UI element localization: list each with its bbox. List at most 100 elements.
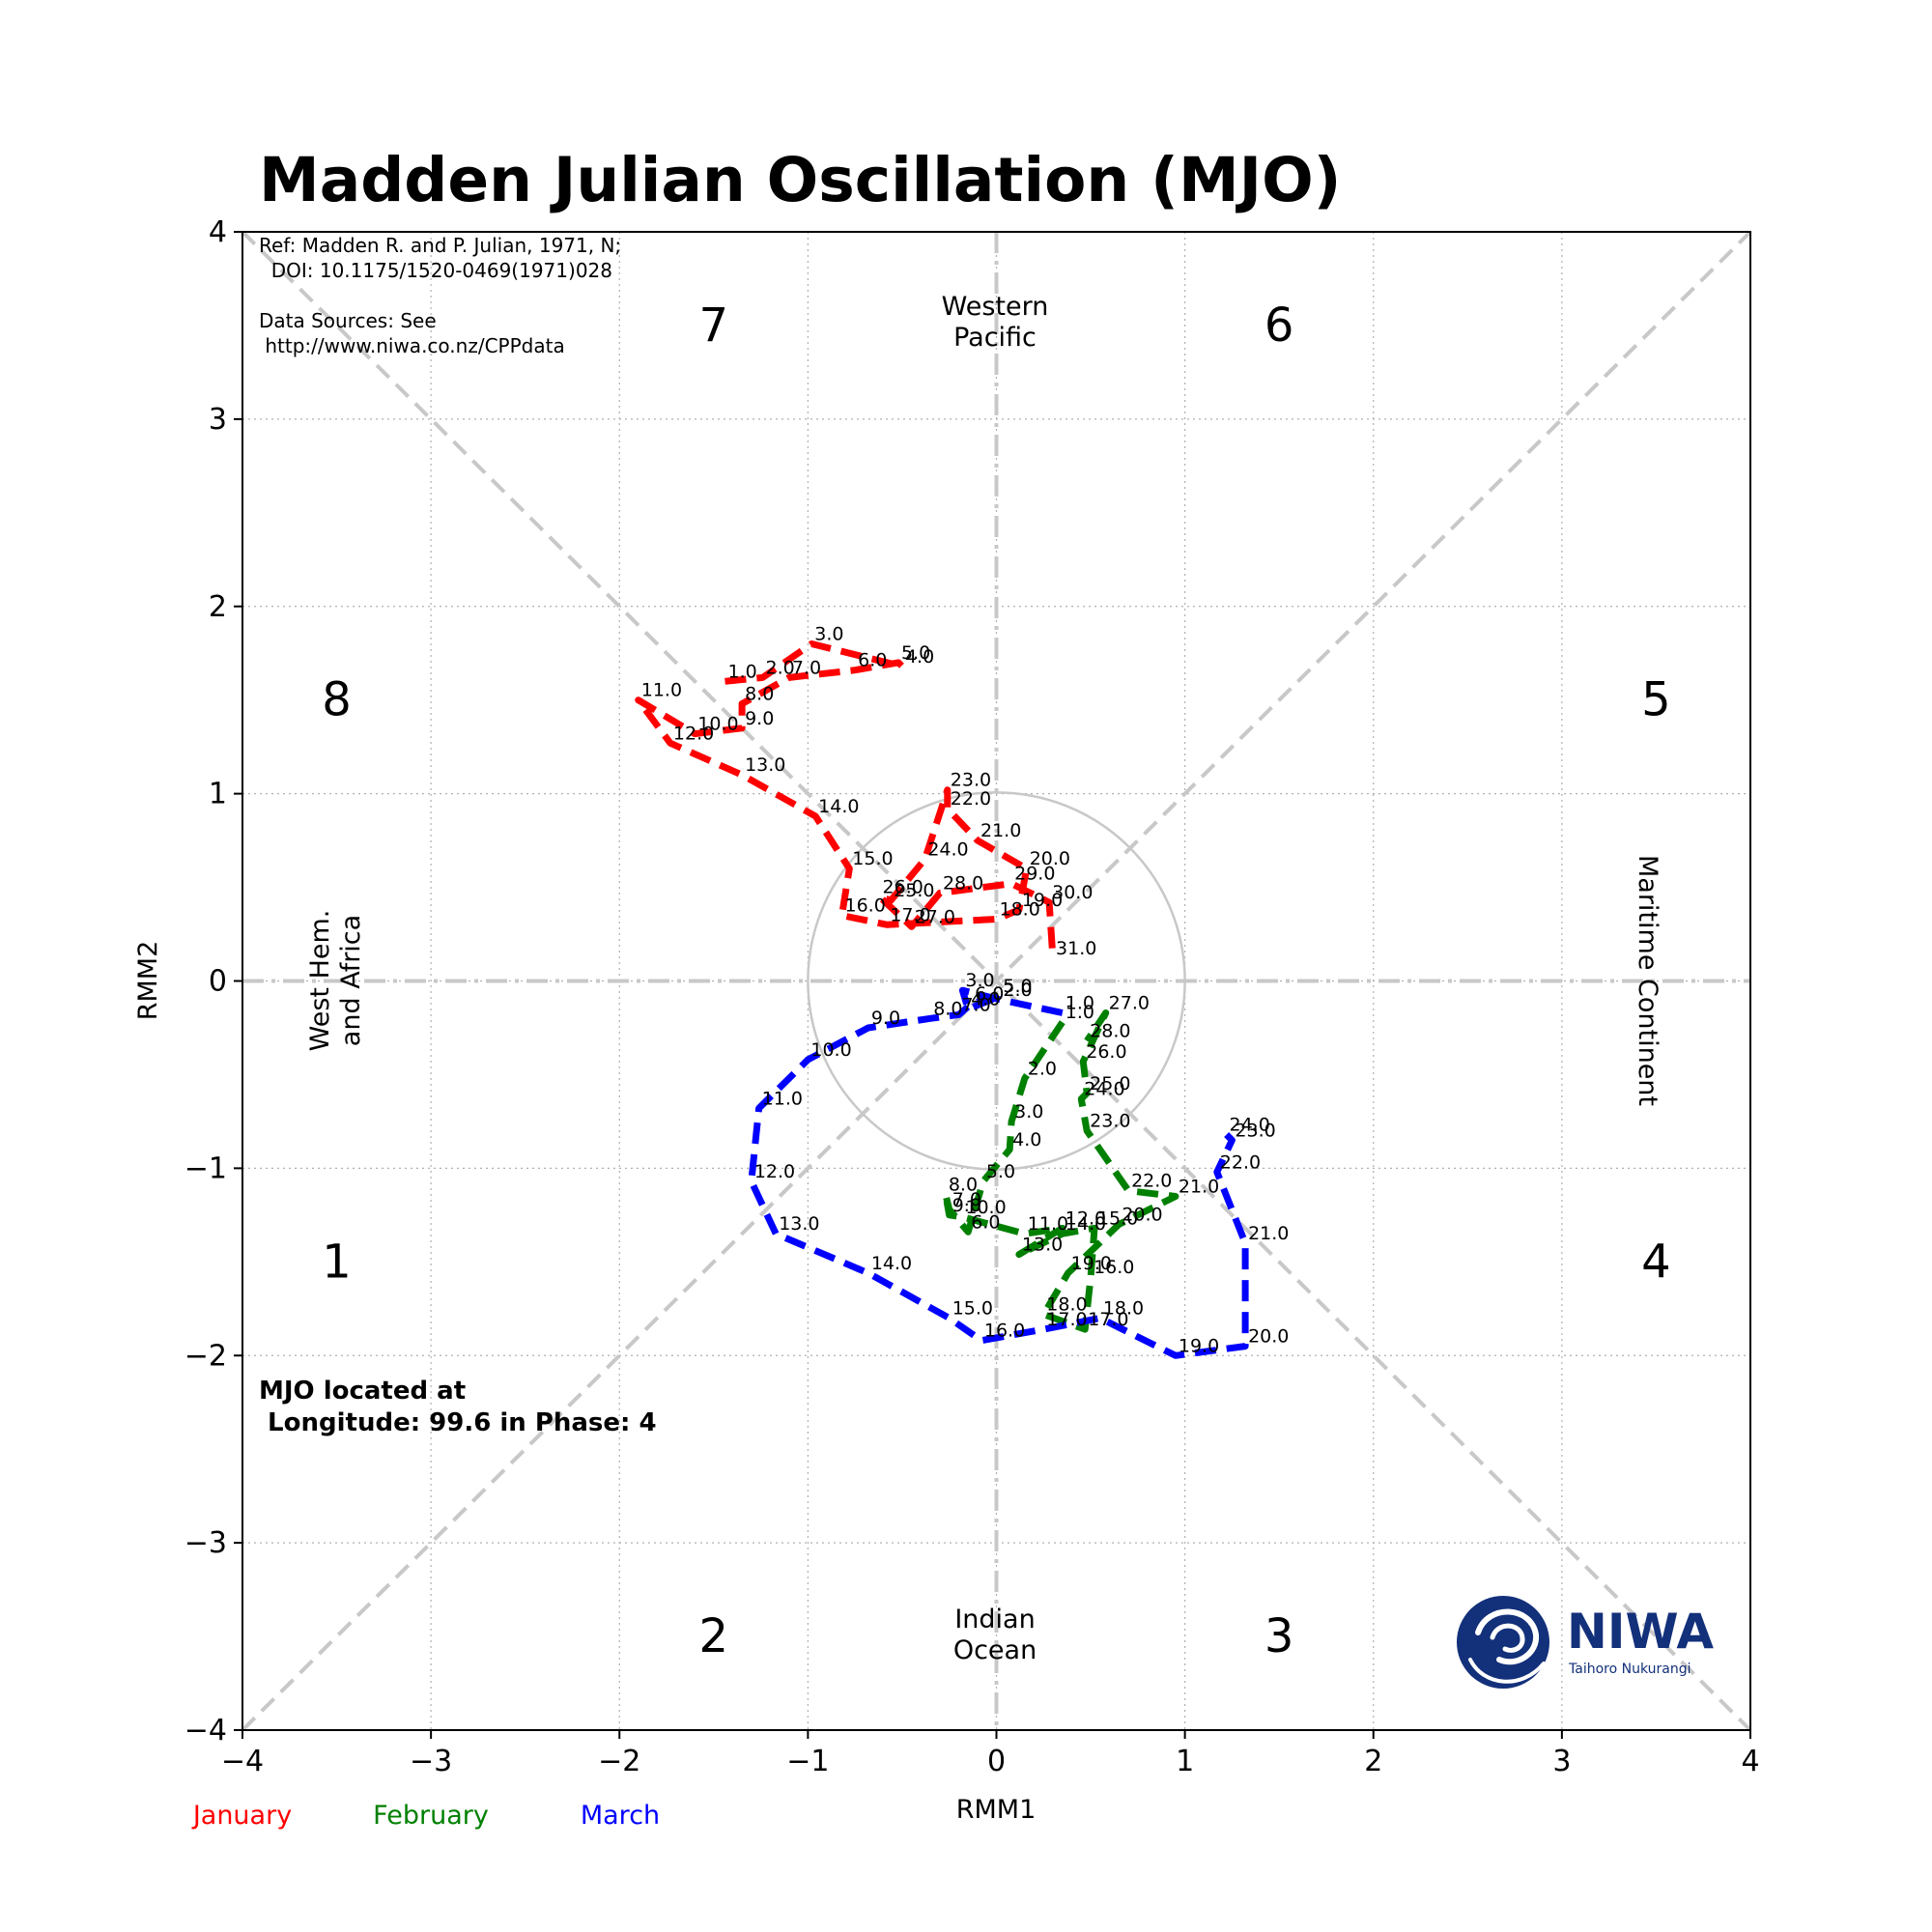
day-label-february-16: 16.0: [1094, 1257, 1134, 1278]
y-tick-label-4: 0: [209, 965, 227, 999]
day-label-february-11: 11.0: [1028, 1213, 1068, 1235]
day-label-february-21: 21.0: [1179, 1176, 1219, 1197]
y-tick-label-6: 2: [209, 590, 227, 624]
day-label-january-11: 11.0: [641, 680, 682, 701]
day-label-march-19: 19.0: [1179, 1335, 1219, 1356]
day-label-january-7: 7.0: [792, 657, 821, 678]
region-west-hem-line1: West Hem.: [305, 910, 335, 1052]
day-label-january-8: 8.0: [745, 684, 774, 705]
phase-label-8: 8: [322, 673, 352, 727]
day-label-february-8: 8.0: [949, 1175, 978, 1196]
day-label-january-22: 22.0: [951, 788, 991, 810]
niwa-swirl-outer: [1475, 1608, 1540, 1665]
day-label-january-31: 31.0: [1056, 938, 1096, 959]
reference-line-4: Data Sources: See: [259, 309, 437, 332]
series-line-february: [942, 1009, 1179, 1333]
region-western-pacific-line2: Pacific: [953, 323, 1037, 353]
day-label-march-20: 20.0: [1248, 1326, 1289, 1348]
x-tick-label-8: 4: [1741, 1745, 1759, 1778]
region-indian-ocean-line2: Ocean: [953, 1635, 1037, 1665]
day-label-february-1: 1.0: [1065, 1002, 1094, 1023]
x-tick-label-2: −2: [598, 1745, 640, 1778]
day-label-february-3: 3.0: [1014, 1101, 1043, 1122]
y-tick-label-7: 3: [209, 403, 227, 437]
day-label-january-16: 16.0: [844, 895, 885, 917]
day-label-february-10: 10.0: [965, 1197, 1006, 1218]
day-label-january-18: 18.0: [1000, 899, 1040, 921]
legend-march: March: [581, 1801, 660, 1831]
day-label-january-27: 27.0: [915, 906, 955, 927]
phase-label-4: 4: [1641, 1235, 1671, 1289]
day-label-march-18: 18.0: [1103, 1297, 1144, 1319]
day-label-february-5: 5.0: [986, 1161, 1015, 1182]
day-label-february-7: 7.0: [952, 1189, 981, 1210]
x-tick-label-6: 2: [1364, 1745, 1382, 1778]
day-label-january-26: 26.0: [883, 876, 923, 897]
x-axis-label: RMM1: [956, 1795, 1037, 1825]
day-label-january-3: 3.0: [814, 624, 843, 645]
day-label-march-10: 10.0: [810, 1039, 851, 1061]
day-label-february-6: 6.0: [971, 1211, 1000, 1233]
niwa-logo-name: NIWA: [1567, 1604, 1714, 1660]
day-label-january-9: 9.0: [745, 708, 774, 729]
day-label-february-22: 22.0: [1131, 1171, 1172, 1192]
day-label-march-15: 15.0: [952, 1297, 993, 1319]
day-label-january-5: 5.0: [901, 642, 930, 664]
day-label-january-6: 6.0: [858, 650, 887, 671]
axis-ticks: −4 −3 −2 −1 0 1 2 3 4 −4 −3 −2 −1 0 1 2 3 4: [185, 215, 1760, 1778]
day-label-january-23: 23.0: [951, 770, 991, 791]
day-label-february-27: 27.0: [1109, 992, 1150, 1013]
day-label-february-23: 23.0: [1090, 1111, 1130, 1132]
y-tick-label-0: −4: [185, 1714, 227, 1747]
day-label-march-12: 12.0: [754, 1161, 795, 1182]
day-label-february-4: 4.0: [1012, 1129, 1041, 1151]
day-label-march-14: 14.0: [871, 1253, 912, 1274]
day-label-january-4: 4.0: [905, 646, 934, 668]
mjo-status-line-1: MJO located at: [259, 1377, 466, 1406]
day-label-march-9: 9.0: [871, 1008, 900, 1029]
day-label-january-20: 20.0: [1030, 848, 1070, 869]
x-tick-label-7: 3: [1552, 1745, 1571, 1778]
y-axis-label: RMM2: [133, 941, 163, 1021]
day-label-january-25: 25.0: [894, 880, 934, 901]
day-label-march-17: 17.0: [1046, 1309, 1087, 1330]
y-tick-label-8: 4: [209, 215, 227, 249]
region-maritime: Maritime Continent: [1633, 855, 1662, 1106]
day-label-february-13: 13.0: [1022, 1235, 1063, 1256]
legend-february: February: [373, 1801, 489, 1831]
phase-label-2: 2: [699, 1609, 729, 1663]
day-label-january-10: 10.0: [697, 714, 738, 735]
niwa-swirl-lower: [1468, 1658, 1546, 1684]
day-label-january-28: 28.0: [943, 872, 983, 894]
niwa-logo: NIWA Taihoro Nukurangi: [1457, 1596, 1714, 1689]
y-tick-label-1: −3: [185, 1526, 227, 1560]
niwa-swirl-inner: [1490, 1623, 1525, 1653]
day-label-february-25: 25.0: [1090, 1073, 1130, 1094]
day-label-february-28: 28.0: [1090, 1021, 1130, 1042]
day-label-february-19: 19.0: [1071, 1253, 1112, 1274]
y-axis-label-group: RMM2: [133, 941, 163, 1021]
mjo-status-line-2: Longitude: 99.6 in Phase: 4: [259, 1408, 657, 1437]
y-tick-label-5: 1: [209, 778, 227, 811]
day-label-february-14: 14.0: [1065, 1213, 1106, 1235]
region-maritime-group: Maritime Continent: [1633, 855, 1662, 1106]
day-label-january-21: 21.0: [980, 820, 1021, 841]
phase-label-5: 5: [1641, 673, 1671, 727]
x-tick-label-5: 1: [1176, 1745, 1194, 1778]
phase-label-7: 7: [699, 298, 729, 353]
day-label-march-3: 3.0: [965, 970, 994, 991]
day-label-february-9: 9.0: [952, 1195, 981, 1216]
day-label-february-12: 12.0: [1065, 1208, 1106, 1229]
day-label-january-30: 30.0: [1052, 882, 1093, 903]
mjo-status-block: MJO located at Longitude: 99.6 in Phase:…: [259, 1377, 657, 1437]
day-label-january-2: 2.0: [766, 657, 795, 678]
reference-block: Ref: Madden R. and P. Julian, 1971, N; D…: [259, 234, 621, 357]
day-label-march-13: 13.0: [779, 1213, 819, 1235]
day-label-march-24: 24.0: [1230, 1114, 1270, 1135]
phase-numbers: 1 2 3 4 5 6 7 8: [322, 298, 1670, 1663]
x-tick-label-3: −1: [786, 1745, 829, 1778]
day-label-march-4: 4.0: [971, 989, 1000, 1010]
chart-title: Madden Julian Oscillation (MJO): [259, 145, 1341, 215]
region-west-hem-group: West Hem. and Africa: [305, 910, 366, 1052]
day-label-march-23: 23.0: [1235, 1120, 1275, 1141]
